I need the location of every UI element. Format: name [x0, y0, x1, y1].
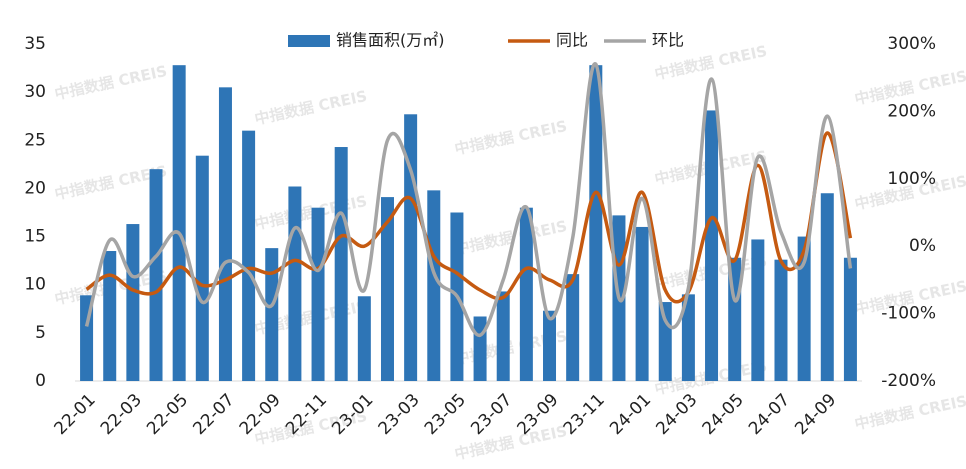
bar — [172, 65, 186, 381]
legend-label: 同比 — [556, 31, 588, 50]
bar — [566, 274, 580, 381]
bar — [496, 291, 510, 381]
y-tick-label: 15 — [24, 227, 46, 247]
y2-tick-label: 100% — [887, 169, 936, 189]
x-tick-label: 22-07 — [189, 390, 238, 439]
bar — [681, 294, 695, 381]
y2-tick-label: 0% — [909, 236, 936, 256]
bar — [195, 155, 209, 381]
y-tick-label: 20 — [24, 178, 46, 198]
x-tick-label: 23-05 — [421, 390, 470, 439]
y2-tick-label: -100% — [881, 304, 936, 324]
legend-label: 销售面积(万㎡) — [336, 31, 445, 50]
bar — [288, 186, 302, 381]
bar — [149, 169, 163, 381]
bar — [357, 296, 371, 381]
bar — [797, 236, 811, 381]
bar — [311, 207, 325, 381]
bar — [103, 251, 117, 381]
y-tick-label: 5 — [35, 323, 46, 343]
x-tick-label: 22-03 — [97, 390, 146, 439]
bar — [218, 87, 232, 381]
bar — [843, 257, 857, 381]
watermark: 中指数据 CREIS — [853, 392, 966, 433]
bar — [519, 207, 533, 381]
watermark: 中指数据 CREIS — [253, 192, 369, 233]
bar — [543, 310, 557, 381]
bar — [334, 147, 348, 381]
y2-tick-label: 300% — [887, 34, 936, 54]
x-tick-label: 22-01 — [51, 390, 100, 439]
legend-label: 环比 — [652, 31, 684, 50]
y2-tick-label: -200% — [881, 371, 936, 391]
y-tick-label: 30 — [24, 82, 46, 102]
y-tick-label: 10 — [24, 275, 46, 295]
x-tick-label: 24-05 — [699, 390, 748, 439]
y-tick-label: 35 — [24, 34, 46, 54]
watermark: 中指数据 CREIS — [253, 87, 369, 128]
y-tick-label: 25 — [24, 130, 46, 150]
bar — [126, 224, 140, 381]
bar — [751, 239, 765, 381]
x-tick-label: 23-11 — [560, 390, 609, 439]
x-tick-label: 24-01 — [606, 390, 655, 439]
bar — [380, 197, 394, 381]
x-tick-label: 24-07 — [745, 390, 794, 439]
x-tick-label: 22-05 — [143, 390, 192, 439]
line — [84, 62, 853, 337]
bar — [658, 302, 672, 381]
bar — [705, 110, 719, 382]
bar — [635, 226, 649, 381]
x-tick-label: 23-03 — [375, 390, 424, 439]
legend-swatch — [288, 35, 330, 47]
bar — [242, 130, 256, 381]
y-tick-label: 0 — [35, 371, 46, 391]
bar — [265, 248, 279, 381]
bar — [820, 193, 834, 381]
bar — [774, 259, 788, 381]
y2-tick-label: 200% — [887, 101, 936, 121]
bar — [589, 65, 603, 381]
watermark: 中指数据 CREIS — [53, 62, 169, 103]
bar — [473, 316, 487, 381]
x-tick-label: 24-09 — [791, 390, 840, 439]
x-tick-label: 23-07 — [467, 390, 516, 439]
bar — [427, 190, 441, 381]
watermark: 中指数据 CREIS — [453, 117, 569, 158]
